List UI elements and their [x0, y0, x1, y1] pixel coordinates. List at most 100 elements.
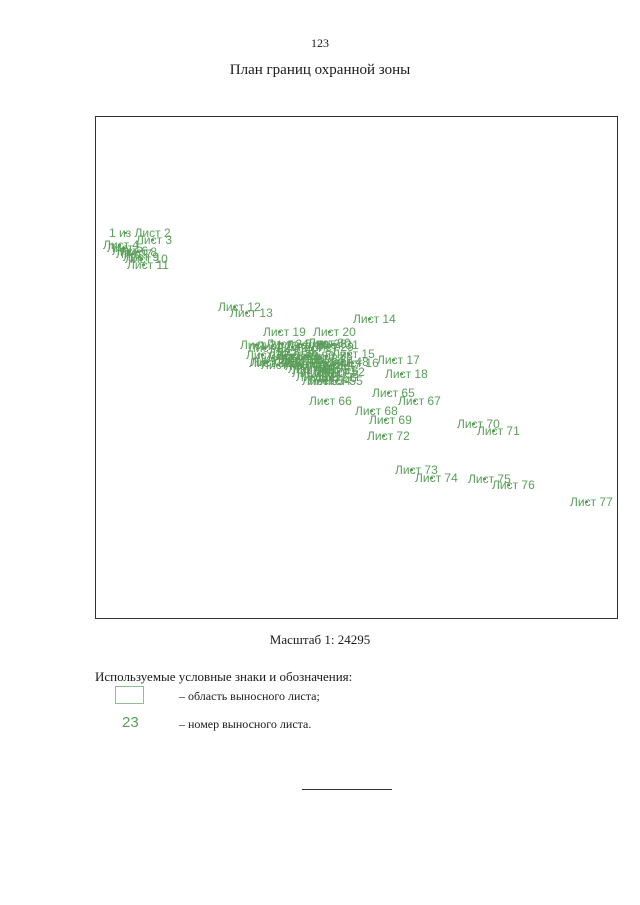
sheet-marker [301, 344, 304, 346]
sheet-label: Лист 76 [492, 478, 535, 492]
sheet-marker [271, 345, 274, 347]
sheet-label: Лист 12 [218, 300, 261, 314]
sheet-label: Лист 47 [318, 358, 361, 372]
sheet-marker [329, 377, 332, 379]
sheet-label: Лист 9 [123, 250, 159, 264]
sheet-marker [307, 372, 310, 374]
sheet-label: Лист 51 [314, 363, 357, 377]
sheet-label: Лист 53 [316, 367, 359, 381]
sheet-marker [317, 380, 320, 382]
sheet-marker [140, 258, 143, 260]
sheet-marker [323, 366, 326, 368]
map-frame: 1 из Лист 2 Лист 3 Лист 4 Лист 5 Лист 6 Лист … [95, 116, 618, 619]
sheet-label: Лист 27 [296, 341, 339, 355]
sheet-label: Лист 37 [302, 352, 345, 366]
sheet-label: Лист 67 [398, 394, 441, 408]
sheet-marker [347, 353, 350, 355]
sheet-label: Лист 14 [353, 312, 396, 326]
sheet-label: Лист 45 [251, 355, 294, 369]
sheet-label: Лист 74 [415, 471, 458, 485]
sheet-marker [328, 331, 331, 333]
sheet-marker [151, 239, 154, 241]
sheet-label: Лист 64 [272, 345, 315, 359]
legend-sheet-number-text: – номер выносного листа. [179, 717, 312, 731]
sheet-marker [324, 400, 327, 402]
sheet-label: Лист 6 [112, 244, 148, 258]
sheet-marker [311, 347, 314, 349]
sheet-label: Лист 20 [313, 325, 356, 339]
sheet-marker [507, 484, 510, 486]
legend-title: Используемые условные знаки и обозначени… [95, 669, 353, 684]
sheet-label: Лист 29 [311, 340, 354, 354]
sheet-marker [323, 342, 326, 344]
sheet-label: Лист 65 [372, 386, 415, 400]
sheet-marker [413, 400, 416, 402]
sheet-label: Лист 75 [468, 472, 511, 486]
sheet-marker [307, 355, 310, 357]
sheet-marker [287, 351, 290, 353]
sheet-label: Лист 11 [127, 258, 169, 272]
sheet-marker [384, 419, 387, 421]
sheet-label: Лист 61 [284, 357, 327, 371]
sheet-label: Лист 66 [309, 394, 352, 408]
sheet-label: Лист 34 [268, 349, 311, 363]
sheet-marker [392, 359, 395, 361]
page-title: План границ охранной зоны [229, 62, 411, 78]
legend-sheet-number-symbol: 23 [122, 714, 139, 731]
sheet-marker [326, 346, 329, 348]
sheet-marker [300, 365, 303, 367]
sheet-marker [142, 264, 145, 266]
sheet-marker [323, 380, 326, 382]
sheet-marker [281, 343, 284, 345]
page-number: 123 [311, 36, 329, 50]
sheet-marker [278, 331, 281, 333]
sheet-marker [271, 357, 274, 359]
sheet-marker [131, 253, 134, 255]
sheet-label: Лист 10 [125, 252, 168, 266]
legend-sheet-area-symbol [115, 686, 144, 704]
sheet-marker [483, 478, 486, 480]
sheet-label: Лист 7 [116, 247, 152, 261]
sheet-label: Лист 71 [477, 424, 520, 438]
sheet-marker [118, 244, 121, 246]
sheet-label: Лист 8 [121, 245, 157, 259]
sheet-label: Лист 63 [276, 349, 319, 363]
signature-line [302, 789, 392, 790]
sheet-marker [138, 256, 141, 258]
sheet-label: Лист 15 [332, 347, 375, 361]
sheet-label: Лист 41 [273, 356, 316, 370]
sheet-label: Лист 22 [248, 341, 291, 355]
sheet-marker [472, 423, 475, 425]
sheet-marker [337, 371, 340, 373]
sheet-label: Лист 62 [280, 353, 323, 367]
sheet-marker [351, 362, 354, 364]
sheet-label: Лист 32 [246, 348, 289, 362]
sheet-marker [585, 501, 588, 503]
sheet-marker [307, 369, 310, 371]
sheet-label: Лист 77 [570, 495, 613, 509]
sheet-label: Лист 31 [316, 338, 359, 352]
sheet-marker [331, 373, 334, 375]
sheet-label: Лист 56 [314, 371, 357, 385]
sheet-label: Лист 52 [322, 365, 365, 379]
sheet-marker [335, 380, 338, 382]
sheet-marker [261, 354, 264, 356]
sheet-marker [333, 364, 336, 366]
sheet-label: Лист 23 [256, 339, 299, 353]
sheet-label: Лист 49 [292, 363, 335, 377]
sheet-marker [245, 312, 248, 314]
sheet-marker [263, 347, 266, 349]
sheet-marker [264, 362, 267, 364]
sheet-label: Лист 39 [249, 356, 292, 370]
sheet-label: Лист 59 [292, 366, 335, 380]
sheet-marker [492, 430, 495, 432]
sheet-label: Лист 54 [308, 374, 351, 388]
sheet-label: Лист 69 [369, 413, 412, 427]
sheet-label: Лист 4 [103, 238, 139, 252]
sheet-marker [387, 392, 390, 394]
sheet-marker [266, 361, 269, 363]
sheet-label: 1 из Лист 2 [109, 226, 171, 240]
sheet-label: Лист 36 [292, 349, 335, 363]
sheet-marker [325, 362, 328, 364]
sheet-marker [410, 469, 413, 471]
